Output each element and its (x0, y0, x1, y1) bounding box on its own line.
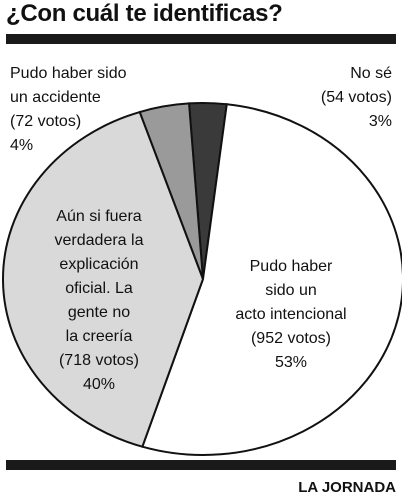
slice-label-accidente: Pudo haber sido un accidente (72 votos) 4% (10, 65, 127, 154)
slice-label-line: 3% (369, 113, 392, 130)
slice-label-line: No sé (350, 65, 392, 82)
chart-title: ¿Con cuál te identificas? (6, 0, 283, 27)
slice-label-line: (718 votos) (59, 352, 139, 369)
bottom-rule (6, 460, 396, 470)
slice-label-line: 53% (275, 354, 307, 371)
slice-label-line: Pudo haber (250, 258, 333, 275)
slice-label-line: acto intencional (235, 306, 346, 323)
slice-label-line: Pudo haber sido (10, 65, 127, 82)
slice-label-line: 4% (10, 137, 33, 154)
slice-label-no-se: No sé (54 votos) 3% (321, 65, 392, 130)
slice-label-line: la creería (66, 328, 133, 345)
pie-slices (2, 102, 402, 456)
slice-label-line: Aún si fuera (56, 208, 141, 225)
slice-label-line: 40% (83, 376, 115, 393)
pie-slice-intencional (141, 103, 402, 456)
slice-label-line: (54 votos) (321, 89, 392, 106)
source-credit: LA JORNADA (298, 479, 396, 496)
slice-label-line: oficial. La (65, 280, 133, 297)
top-rule (6, 34, 396, 44)
slice-label-line: (72 votos) (10, 113, 81, 130)
slice-label-intencional: Pudo haber sido un acto intencional (952 vo… (235, 258, 346, 371)
slice-label-no-creeria: Aún si fuera verdadera la explicación ofici… (55, 208, 144, 393)
slice-label-line: sido un (265, 282, 317, 299)
pie-slice-no-creeria (2, 110, 205, 448)
slice-label-line: verdadera la (55, 232, 144, 249)
pie-slice-accidente (138, 102, 204, 280)
slice-label-line: un accidente (10, 89, 101, 106)
slice-label-line: (952 votos) (251, 330, 331, 347)
slice-label-line: gente no (68, 304, 130, 321)
slice-label-line: explicación (59, 256, 138, 273)
